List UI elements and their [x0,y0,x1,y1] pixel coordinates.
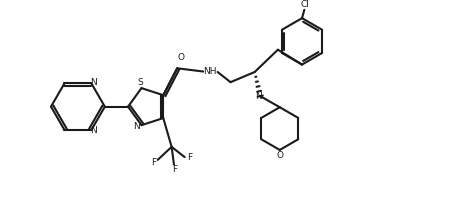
Text: F: F [187,153,192,162]
Text: O: O [178,53,184,62]
Text: N: N [90,126,97,135]
Text: F: F [172,165,178,174]
Text: N: N [256,92,262,101]
Text: S: S [138,78,143,87]
Text: F: F [151,158,157,167]
Text: N: N [90,78,97,87]
Text: Cl: Cl [301,0,310,9]
Text: O: O [276,151,283,160]
Text: N: N [133,122,140,131]
Text: NH: NH [203,68,217,77]
